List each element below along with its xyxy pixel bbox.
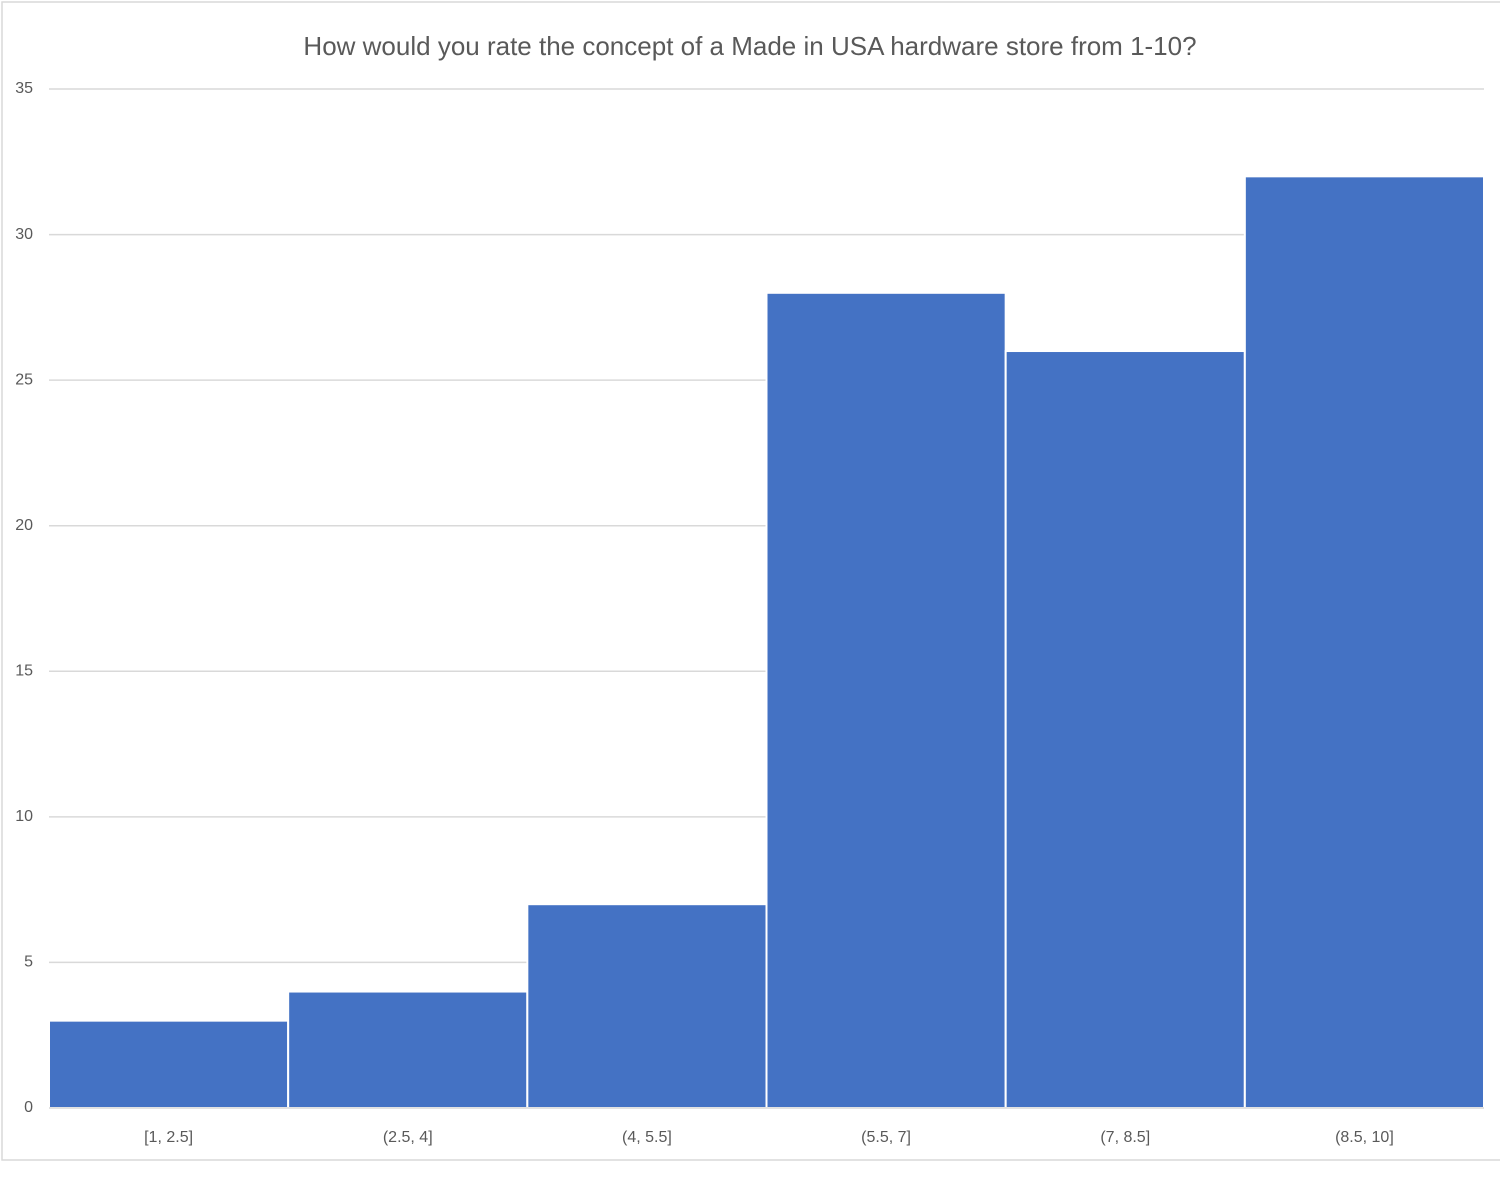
y-tick-label: 10 xyxy=(15,808,33,825)
x-tick-label: (8.5, 10] xyxy=(1335,1129,1394,1146)
bar xyxy=(48,1019,290,1110)
x-tick-label: (2.5, 4] xyxy=(383,1129,433,1146)
y-tick-label: 20 xyxy=(15,517,33,534)
x-tick-label: [1, 2.5] xyxy=(144,1129,193,1146)
x-tick-label: (4, 5.5] xyxy=(622,1129,672,1146)
bar xyxy=(1243,175,1486,1110)
x-tick-label: (5.5, 7] xyxy=(861,1129,911,1146)
y-tick-label: 15 xyxy=(15,663,33,680)
bar xyxy=(765,291,1007,1109)
bar xyxy=(526,903,768,1110)
y-tick-label: 35 xyxy=(15,80,33,97)
y-tick-label: 0 xyxy=(24,1099,33,1116)
bar xyxy=(1004,350,1246,1109)
y-tick-label: 25 xyxy=(15,371,33,388)
y-tick-label: 30 xyxy=(15,226,33,243)
chart-title: How would you rate the concept of a Made… xyxy=(303,31,1196,61)
bar xyxy=(287,990,529,1109)
x-tick-label: (7, 8.5] xyxy=(1100,1129,1150,1146)
y-tick-label: 5 xyxy=(24,954,33,971)
